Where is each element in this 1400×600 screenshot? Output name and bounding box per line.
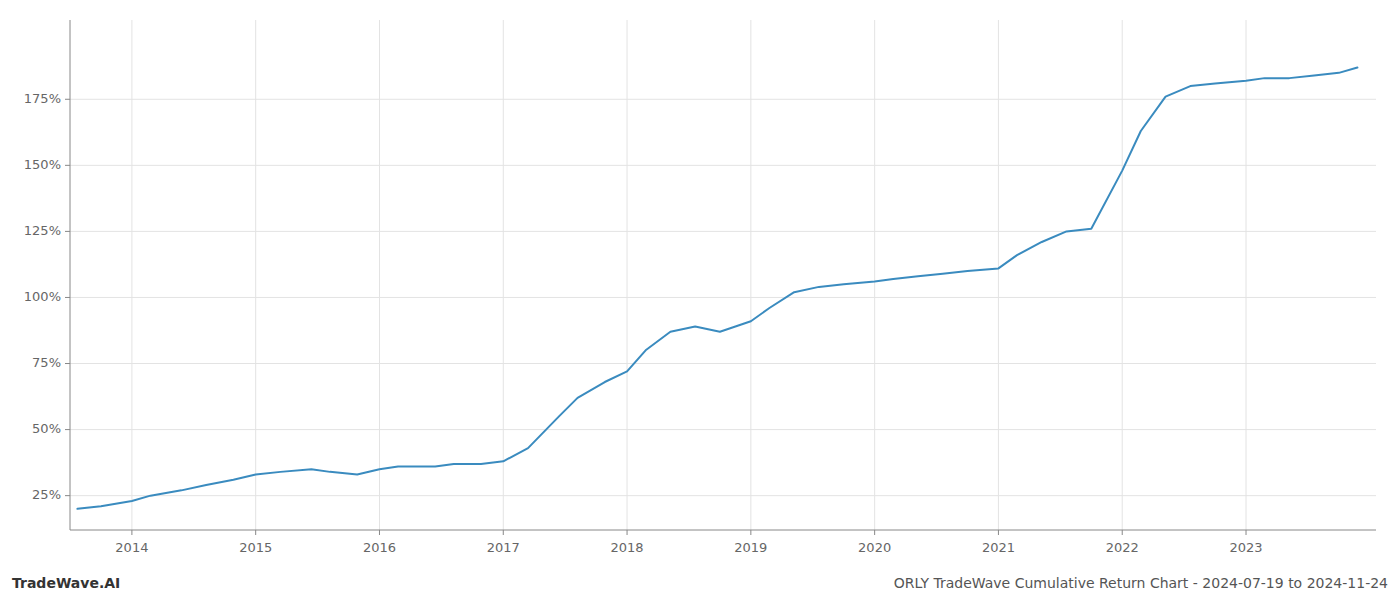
y-tick-label: 125% [24, 223, 61, 238]
y-tick [65, 231, 70, 232]
y-tick-label: 75% [32, 355, 61, 370]
x-tick-label: 2017 [487, 540, 520, 555]
axes: 25% 50% 75% 100% 125% 150% 175% 2014 2015 2016 201… [24, 20, 1376, 555]
grid-line-x [503, 20, 504, 530]
y-tick-label: 100% [24, 289, 61, 304]
grid-line-y [70, 495, 1376, 496]
chart: 25% 50% 75% 100% 125% 150% 175% 2014 2015 2016 201… [0, 0, 1400, 600]
grid-line-y [70, 231, 1376, 232]
x-tick [1246, 530, 1247, 535]
grid-line-x [998, 20, 999, 530]
x-tick-label: 2018 [611, 540, 644, 555]
plot-area [77, 68, 1357, 509]
grid-line-x [1246, 20, 1247, 530]
watermark: TradeWave.AI [12, 575, 120, 591]
y-tick-label: 150% [24, 157, 61, 172]
grid-line-x [255, 20, 256, 530]
x-tick-label: 2020 [858, 540, 891, 555]
grid-line-x [750, 20, 751, 530]
grid-line-x [627, 20, 628, 530]
y-tick [65, 297, 70, 298]
x-tick [255, 530, 256, 535]
grid-line-y [70, 297, 1376, 298]
y-tick-label: 25% [32, 487, 61, 502]
y-tick-label: 50% [32, 421, 61, 436]
y-tick [65, 99, 70, 100]
grid-line-y [70, 165, 1376, 166]
x-tick-label: 2014 [115, 540, 148, 555]
grid-line-y [70, 429, 1376, 430]
grid-line-x [874, 20, 875, 530]
x-tick [131, 530, 132, 535]
x-tick [627, 530, 628, 535]
chart-container: 25% 50% 75% 100% 125% 150% 175% 2014 2015 2016 201… [0, 0, 1400, 600]
y-axis-line [70, 20, 71, 530]
x-tick-label: 2019 [734, 540, 767, 555]
x-tick [1122, 530, 1123, 535]
x-axis-line [70, 530, 1376, 531]
x-tick [874, 530, 875, 535]
y-tick [65, 363, 70, 364]
x-tick-label: 2021 [982, 540, 1015, 555]
grid-line-x [131, 20, 132, 530]
title: ORLY TradeWave Cumulative Return Chart -… [894, 575, 1388, 591]
x-tick-label: 2022 [1106, 540, 1139, 555]
grid-line-x [379, 20, 380, 530]
y-tick [65, 495, 70, 496]
grid-line-x [1122, 20, 1123, 530]
y-tick [65, 429, 70, 430]
x-tick [379, 530, 380, 535]
x-tick [998, 530, 999, 535]
line [77, 68, 1357, 509]
background [0, 0, 1400, 600]
grid [70, 20, 1376, 530]
y-tick-label: 175% [24, 91, 61, 106]
y-tick [65, 165, 70, 166]
x-tick-label: 2015 [239, 540, 272, 555]
grid-line-y [70, 363, 1376, 364]
grid-line-y [70, 99, 1376, 100]
x-tick [503, 530, 504, 535]
x-tick-label: 2023 [1229, 540, 1262, 555]
x-tick-label: 2016 [363, 540, 396, 555]
x-tick [750, 530, 751, 535]
